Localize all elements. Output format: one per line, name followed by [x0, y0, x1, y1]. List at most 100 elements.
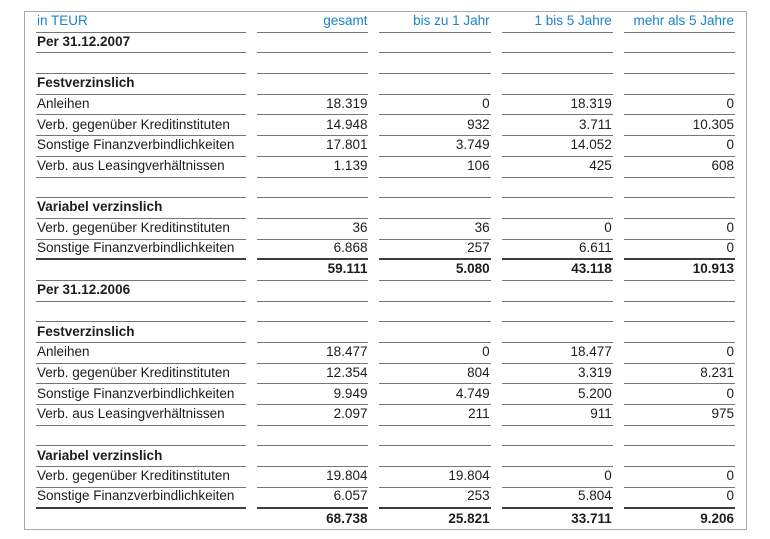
value-cell: 18.477	[257, 343, 369, 364]
table-row: Sonstige Finanzverbindlichkeiten 6.057 253…	[36, 488, 735, 509]
value-cell: 8.231	[623, 364, 735, 385]
row-label	[36, 178, 247, 199]
value-cell: 17.801	[257, 136, 369, 157]
value-cell	[257, 198, 369, 219]
table-row: Verb. gegenüber Kreditinstituten 14.948 93…	[36, 115, 735, 137]
value-cell: 3.749	[379, 136, 491, 157]
value-cell	[501, 33, 613, 54]
value-cell: 36	[257, 219, 369, 240]
row-label: Variabel verzinslich	[36, 198, 247, 219]
value-cell	[501, 198, 613, 219]
value-cell	[501, 322, 613, 343]
value-cell	[501, 426, 613, 447]
value-cell: 59.111	[257, 260, 369, 281]
row-label	[36, 426, 247, 447]
value-cell: 10.913	[623, 260, 735, 281]
value-cell	[379, 33, 491, 54]
row-label	[36, 509, 246, 530]
table-row: Sonstige Finanzverbindlichkeiten 6.868 257…	[36, 240, 735, 261]
value-cell: 18.477	[501, 343, 613, 364]
maturity-table-frame: in TEUR gesamt bis zu 1 Jahr 1 bis 5 Jahre m…	[24, 11, 747, 531]
table-row	[36, 178, 735, 199]
value-cell: 5.080	[379, 260, 491, 281]
value-cell: 0	[623, 136, 735, 157]
value-cell	[257, 53, 369, 75]
value-cell: 0	[623, 467, 735, 488]
value-cell	[379, 74, 491, 95]
row-label: Anleihen	[36, 95, 247, 116]
row-label: Sonstige Finanzverbindlichkeiten	[36, 136, 247, 157]
table-row	[36, 53, 735, 75]
value-cell: 0	[623, 384, 735, 406]
table-row: Per 31.12.2007	[36, 33, 735, 54]
row-label: Verb. aus Leasingverhältnissen	[36, 157, 247, 178]
value-cell: 25.821	[448, 510, 490, 526]
value-cell	[257, 302, 369, 323]
value-cell: 10.305	[623, 115, 735, 137]
value-cell	[623, 446, 735, 468]
row-label: Verb. gegenüber Kreditinstituten	[36, 115, 247, 137]
table-row: Festverzinslich	[36, 74, 735, 95]
column-header: mehr als 5 Jahre	[623, 12, 735, 33]
value-cell: 0	[623, 95, 735, 116]
value-cell: 975	[623, 405, 735, 426]
value-cell	[257, 446, 369, 468]
value-cell: 253	[379, 488, 491, 509]
row-label: Per 31.12.2006	[36, 281, 247, 302]
value-cell: 0	[501, 219, 613, 240]
row-label: Per 31.12.2007	[36, 33, 247, 54]
table-row: 68.738 25.821 33.711 9.206	[36, 509, 735, 530]
value-cell: 0	[623, 219, 735, 240]
table-row: Anleihen 18.319 0 18.319 0	[36, 95, 735, 116]
row-label: Verb. aus Leasingverhältnissen	[36, 405, 247, 426]
table-row: Sonstige Finanzverbindlichkeiten 9.949 4.7…	[36, 384, 735, 406]
value-cell	[379, 446, 491, 468]
value-cell: 18.319	[501, 95, 613, 116]
table-row: Variabel verzinslich	[36, 198, 735, 219]
row-label: Sonstige Finanzverbindlichkeiten	[36, 488, 247, 509]
row-label	[36, 260, 247, 281]
value-cell: 804	[379, 364, 491, 385]
value-cell: 18.319	[257, 95, 369, 116]
value-cell: 14.052	[501, 136, 613, 157]
value-cell: 0	[623, 343, 735, 364]
value-cell	[623, 178, 735, 199]
value-cell	[623, 33, 735, 54]
value-cell	[379, 198, 491, 219]
value-cell: 2.097	[257, 405, 369, 426]
value-cell: 14.948	[257, 115, 369, 137]
table-row: Verb. aus Leasingverhältnissen 1.139 106 42…	[36, 157, 735, 178]
value-cell: 6.611	[501, 240, 613, 261]
value-cell	[623, 281, 735, 302]
value-cell	[501, 53, 613, 75]
row-label: Verb. gegenüber Kreditinstituten	[36, 467, 247, 488]
column-header: gesamt	[257, 12, 369, 33]
table-row	[36, 426, 735, 447]
value-cell: 5.804	[501, 488, 613, 509]
row-label: Sonstige Finanzverbindlichkeiten	[36, 384, 247, 406]
value-cell	[623, 302, 735, 323]
row-label: Anleihen	[36, 343, 247, 364]
table-row: 59.111 5.080 43.118 10.913	[36, 260, 735, 281]
value-cell: 36	[379, 219, 491, 240]
value-cell	[257, 426, 369, 447]
value-cell: 6.868	[257, 240, 369, 261]
value-cell: 932	[379, 115, 491, 137]
value-cell: 0	[379, 95, 491, 116]
value-cell: 33.711	[571, 510, 612, 526]
value-cell: 3.319	[501, 364, 613, 385]
value-cell: 106	[379, 157, 491, 178]
unit-label: in TEUR	[36, 12, 247, 33]
value-cell	[379, 53, 491, 75]
value-cell	[257, 178, 369, 199]
row-label: Sonstige Finanzverbindlichkeiten	[36, 240, 247, 261]
value-cell: 0	[623, 488, 735, 509]
value-cell: 0	[379, 343, 491, 364]
value-cell	[623, 198, 735, 219]
value-cell: 9.206	[700, 510, 734, 526]
financial-liabilities-maturity-table: in TEUR gesamt bis zu 1 Jahr 1 bis 5 Jahre m…	[25, 12, 746, 529]
value-cell: 608	[623, 157, 735, 178]
table-row: Festverzinslich	[36, 322, 735, 343]
value-cell	[379, 322, 491, 343]
